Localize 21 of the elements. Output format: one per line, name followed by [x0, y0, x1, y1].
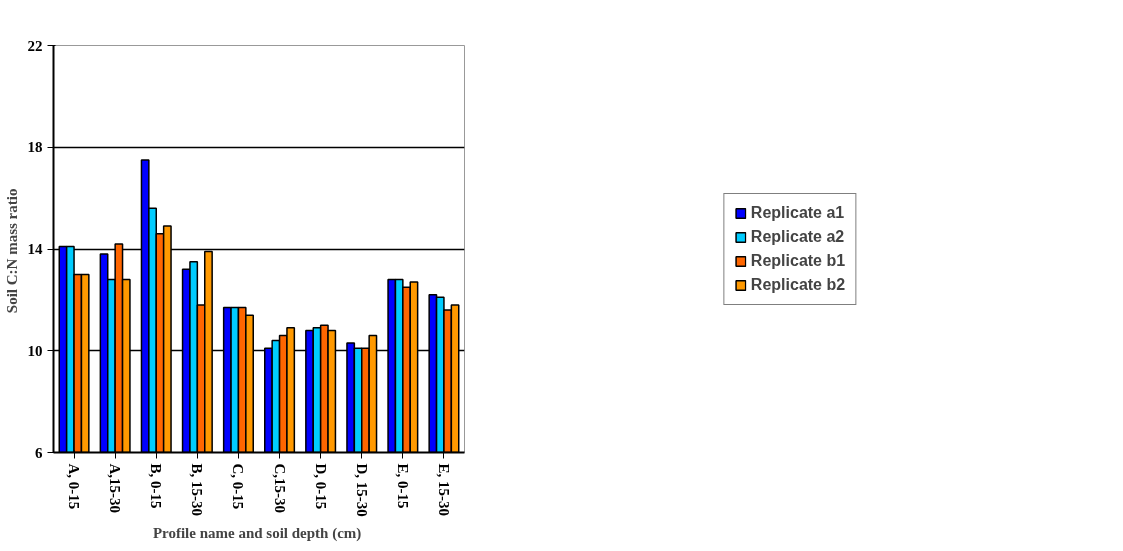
x-tick-label: C, 0-15	[230, 463, 247, 510]
x-tick-label: A,15-30	[107, 463, 124, 514]
y-tick-label: 6	[35, 444, 43, 461]
y-tick-label: 18	[27, 139, 43, 156]
x-tick-label: D, 0-15	[312, 463, 329, 510]
x-tick-label: A, 0-15	[66, 463, 83, 510]
legend-label: Replicate a2	[750, 227, 845, 246]
legend-label: Replicate b2	[750, 275, 846, 294]
x-axis-title: Profile name and soil depth (cm)	[152, 524, 362, 542]
y-tick-label: 10	[27, 342, 43, 359]
x-tick-label: D, 15-30	[353, 463, 370, 517]
legend-label: Replicate b1	[750, 251, 846, 270]
x-tick-label: B, 15-30	[189, 463, 206, 516]
y-tick-label: 22	[27, 37, 43, 54]
x-tick-label: B, 0-15	[148, 463, 165, 509]
y-tick-label: 14	[27, 241, 43, 257]
x-tick-label: C,15-30	[271, 463, 288, 514]
legend-label: Replicate a1	[750, 203, 845, 222]
x-tick-label: E, 15-30	[435, 463, 452, 516]
y-axis-title: Soil C:N mass ratio	[3, 188, 20, 314]
x-tick-label: E, 0-15	[394, 463, 411, 509]
